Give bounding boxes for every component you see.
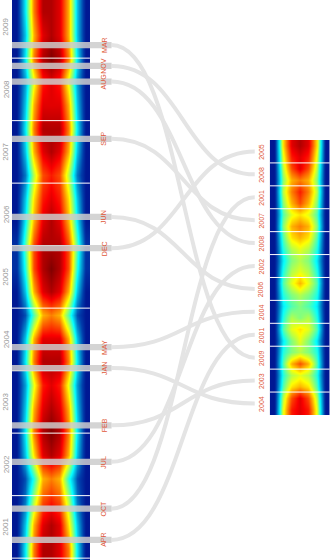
svg-text:2001: 2001: [258, 190, 265, 206]
svg-text:2004: 2004: [2, 330, 11, 348]
svg-text:2007: 2007: [1, 143, 10, 161]
svg-text:JAN: JAN: [101, 362, 108, 375]
svg-text:SEP: SEP: [100, 131, 107, 145]
svg-text:2001: 2001: [1, 518, 10, 536]
svg-text:2004: 2004: [258, 305, 265, 321]
svg-text:2002: 2002: [2, 455, 11, 473]
svg-text:AUG: AUG: [100, 74, 107, 89]
svg-text:2006: 2006: [257, 282, 264, 298]
svg-text:2003: 2003: [258, 373, 265, 389]
svg-text:2009: 2009: [1, 18, 10, 36]
svg-text:2008: 2008: [258, 236, 265, 252]
svg-text:2001: 2001: [258, 327, 265, 343]
svg-text:2005: 2005: [258, 144, 265, 160]
svg-text:2006: 2006: [2, 205, 11, 223]
svg-text:JUN: JUN: [100, 210, 107, 224]
svg-text:2008: 2008: [258, 167, 265, 183]
svg-text:2007: 2007: [258, 213, 265, 229]
svg-text:2005: 2005: [1, 268, 10, 286]
svg-text:DEC: DEC: [101, 241, 108, 256]
svg-text:NOV: NOV: [100, 58, 107, 74]
svg-text:2009: 2009: [258, 350, 265, 366]
svg-text:JUL: JUL: [100, 456, 107, 469]
svg-text:2002: 2002: [258, 259, 265, 275]
svg-text:APR: APR: [100, 532, 107, 546]
svg-text:FEB: FEB: [101, 418, 108, 432]
svg-text:2003: 2003: [1, 393, 10, 411]
svg-text:2008: 2008: [2, 80, 11, 98]
svg-text:MAY: MAY: [101, 340, 108, 355]
svg-text:OCT: OCT: [100, 501, 107, 517]
svg-text:2004: 2004: [258, 396, 265, 412]
svg-text:MAR: MAR: [101, 37, 108, 53]
